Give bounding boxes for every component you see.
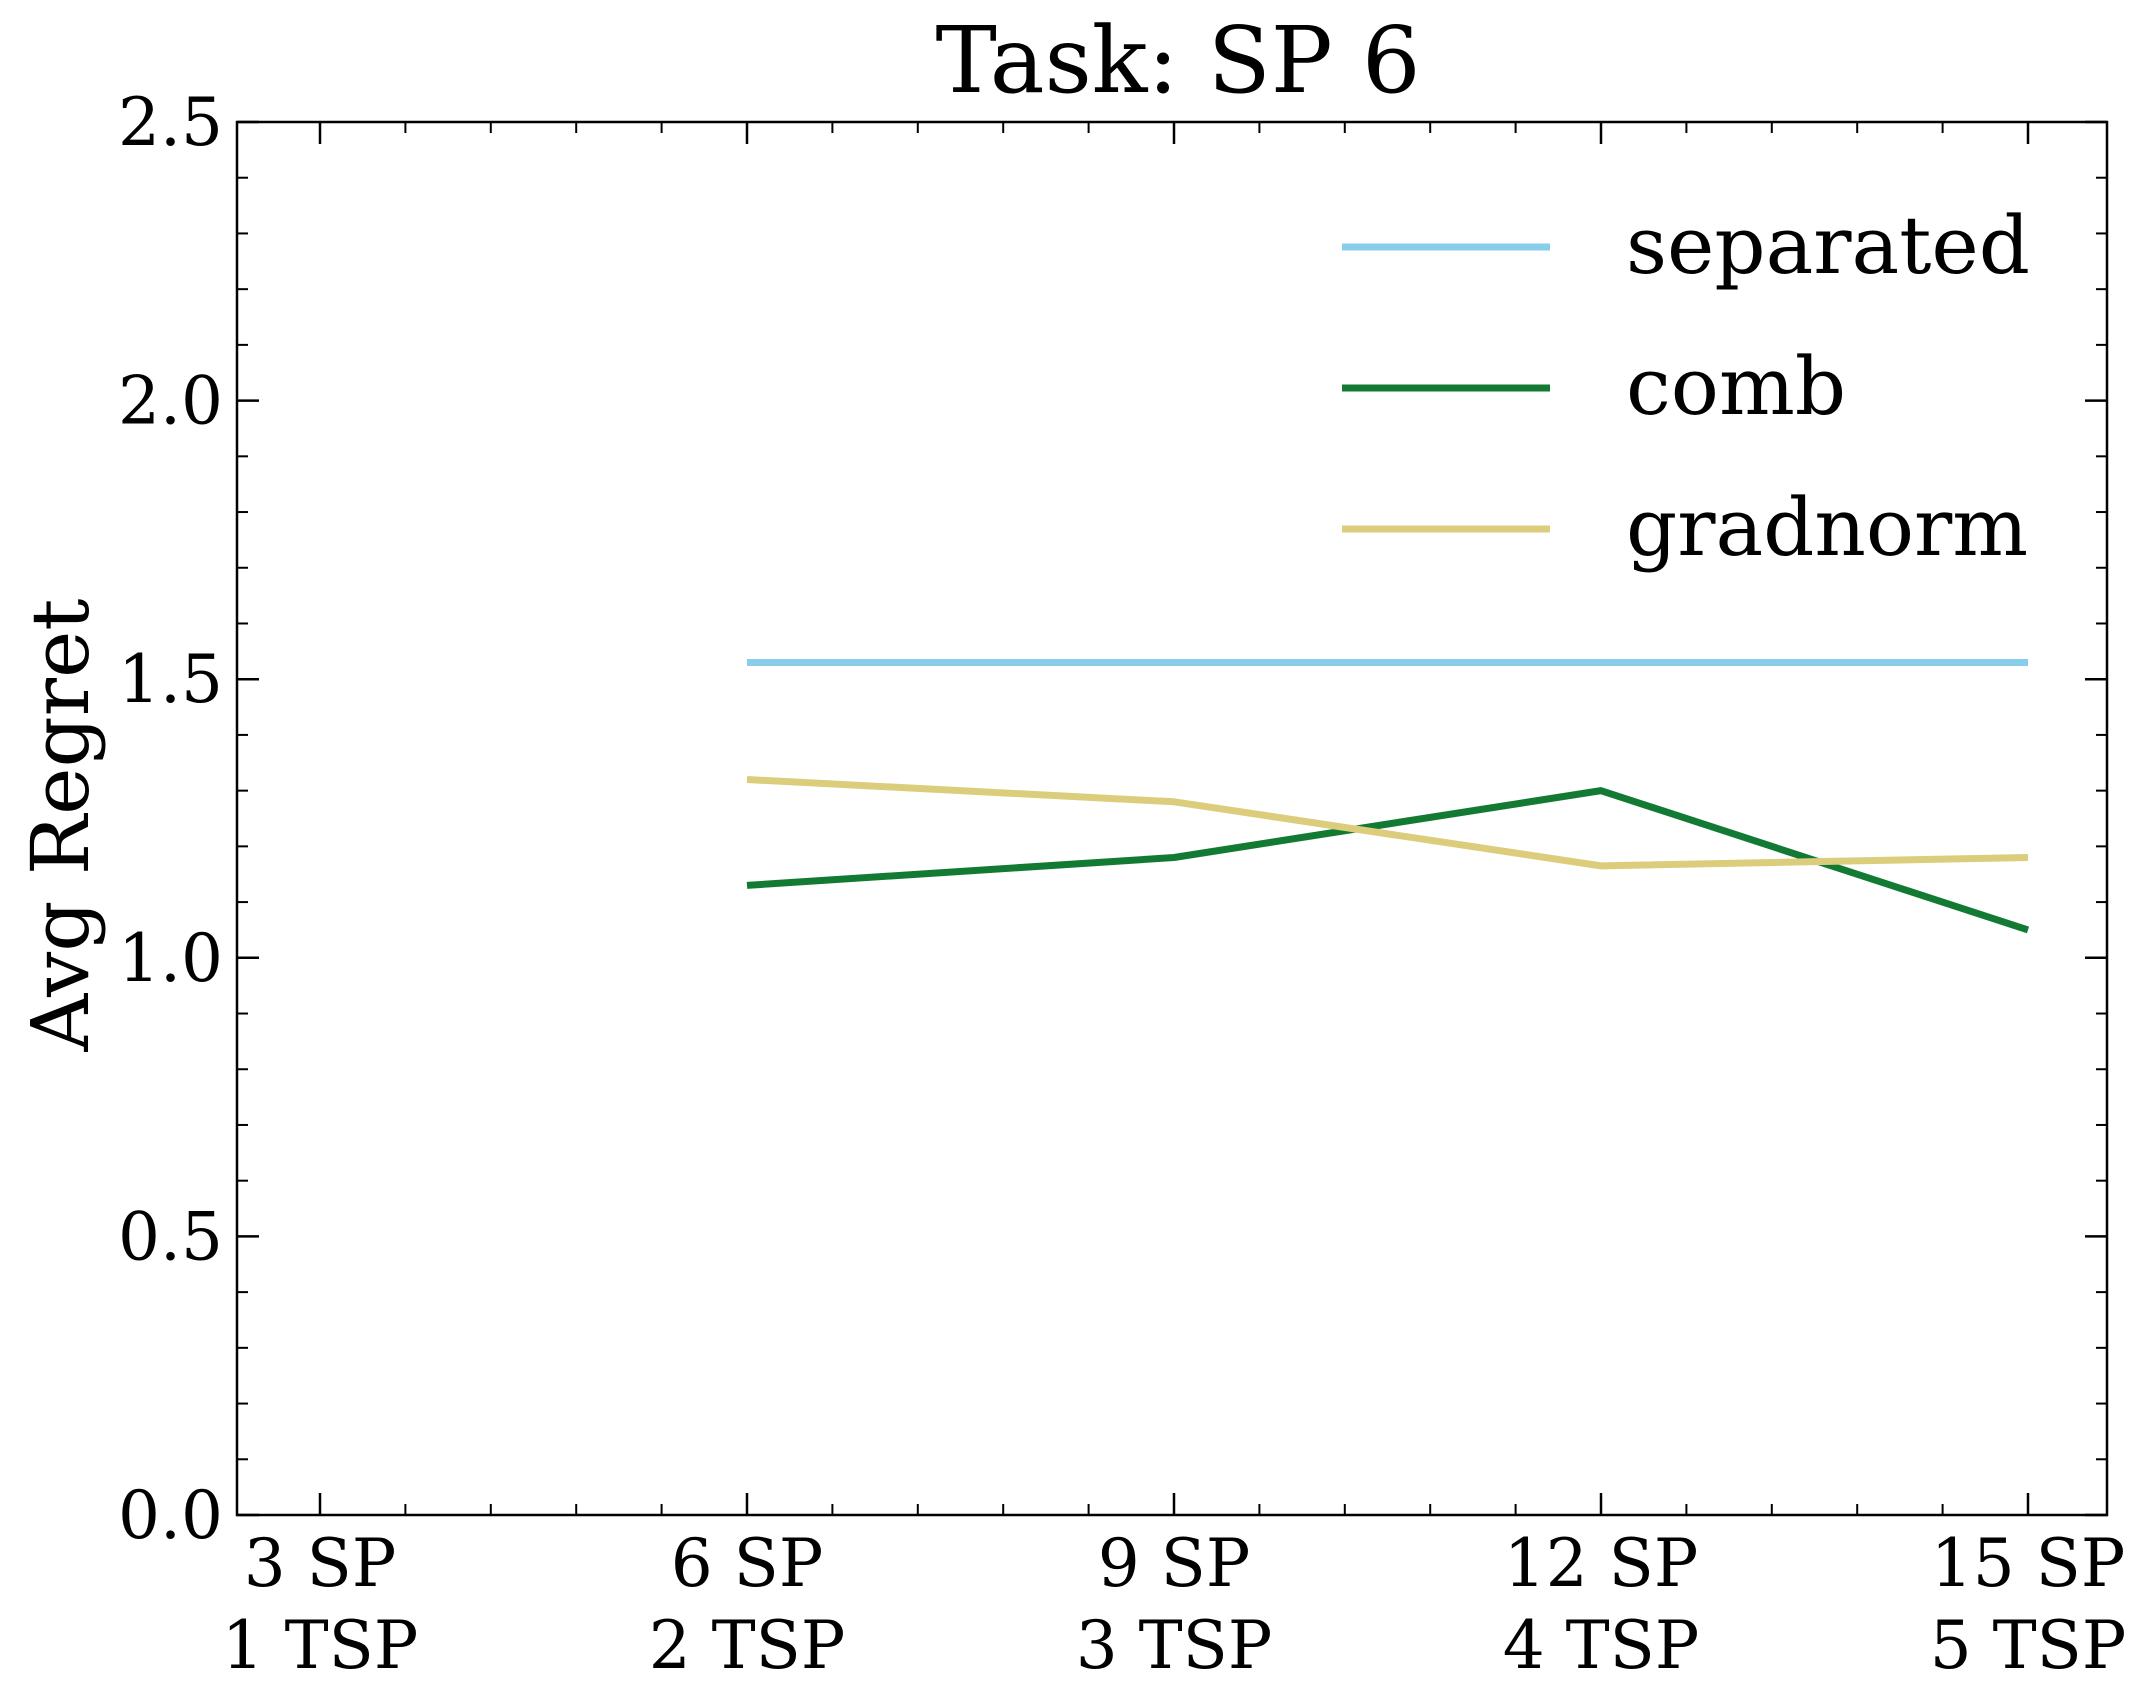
y-tick-label: 1.5 <box>118 641 223 718</box>
x-tick-label: 1 TSP <box>222 1607 419 1684</box>
series-line-gradnorm <box>746 776 2029 870</box>
x-tick-label: 6 SP <box>671 1525 824 1602</box>
x-tick-label: 3 SP <box>244 1525 397 1602</box>
plot-frame <box>235 120 2109 1517</box>
x-tick-label: 4 TSP <box>1503 1607 1700 1684</box>
x-tick-label: 12 SP <box>1504 1525 1699 1602</box>
x-tick-label: 9 SP <box>1098 1525 1251 1602</box>
chart-title: Task: SP 6 <box>936 7 1421 114</box>
series-layer <box>746 658 2030 934</box>
legend-label-separated: separated <box>1626 199 2030 292</box>
legend-label-comb: comb <box>1626 340 1846 433</box>
y-axis-label: Avg Regret <box>14 599 107 1053</box>
y-tick-label: 2.0 <box>118 363 223 440</box>
x-tick-label: 5 TSP <box>1930 1607 2127 1684</box>
ticks-layer: 0.0 0.5 1.0 1.5 2.0 2.5 3 SP1 TSP 6 SP2 TSP 9 SP… <box>118 84 2126 1684</box>
y-tick-label: 0.5 <box>118 1198 223 1275</box>
y-tick-label: 0.0 <box>118 1477 223 1554</box>
y-tick-label: 1.0 <box>118 920 223 997</box>
x-tick-label: 3 TSP <box>1076 1607 1273 1684</box>
legend: separated comb gradnorm <box>1342 199 2030 574</box>
y-tick-label: 2.5 <box>118 84 223 161</box>
legend-label-gradnorm: gradnorm <box>1626 481 2028 574</box>
x-tick-label: 15 SP <box>1931 1525 2126 1602</box>
x-tick-label: 2 TSP <box>649 1607 846 1684</box>
